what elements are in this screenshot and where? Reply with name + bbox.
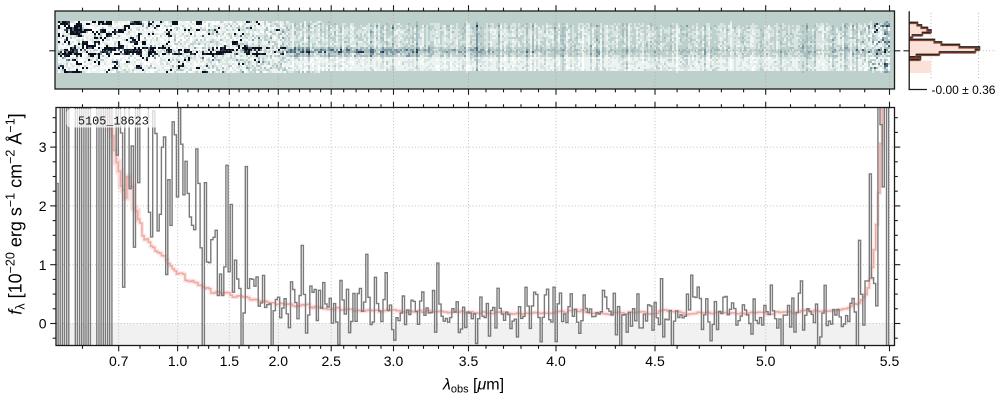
svg-text:1.5: 1.5 bbox=[220, 353, 240, 369]
svg-text:4.5: 4.5 bbox=[645, 353, 665, 369]
svg-text:0.7: 0.7 bbox=[109, 353, 129, 369]
svg-text:1.0: 1.0 bbox=[168, 353, 188, 369]
svg-text:fλ [10−20 erg s−1 cm−2 Å−1]: fλ [10−20 erg s−1 cm−2 Å−1] bbox=[4, 113, 28, 314]
svg-text:2.5: 2.5 bbox=[321, 353, 341, 369]
svg-text:1: 1 bbox=[39, 257, 47, 273]
svg-text:5.0: 5.0 bbox=[756, 353, 776, 369]
svg-text:-0.00 ± 0.36: -0.00 ± 0.36 bbox=[932, 83, 996, 97]
svg-text:2: 2 bbox=[39, 198, 47, 214]
svg-text:3.0: 3.0 bbox=[384, 353, 404, 369]
svg-text:5105_18623: 5105_18623 bbox=[78, 114, 149, 128]
svg-text:5.5: 5.5 bbox=[880, 353, 900, 369]
svg-text:0: 0 bbox=[39, 316, 47, 332]
svg-text:4.0: 4.0 bbox=[546, 353, 566, 369]
svg-text:3: 3 bbox=[39, 139, 47, 155]
svg-text:2.0: 2.0 bbox=[269, 353, 289, 369]
svg-text:3.5: 3.5 bbox=[459, 353, 479, 369]
